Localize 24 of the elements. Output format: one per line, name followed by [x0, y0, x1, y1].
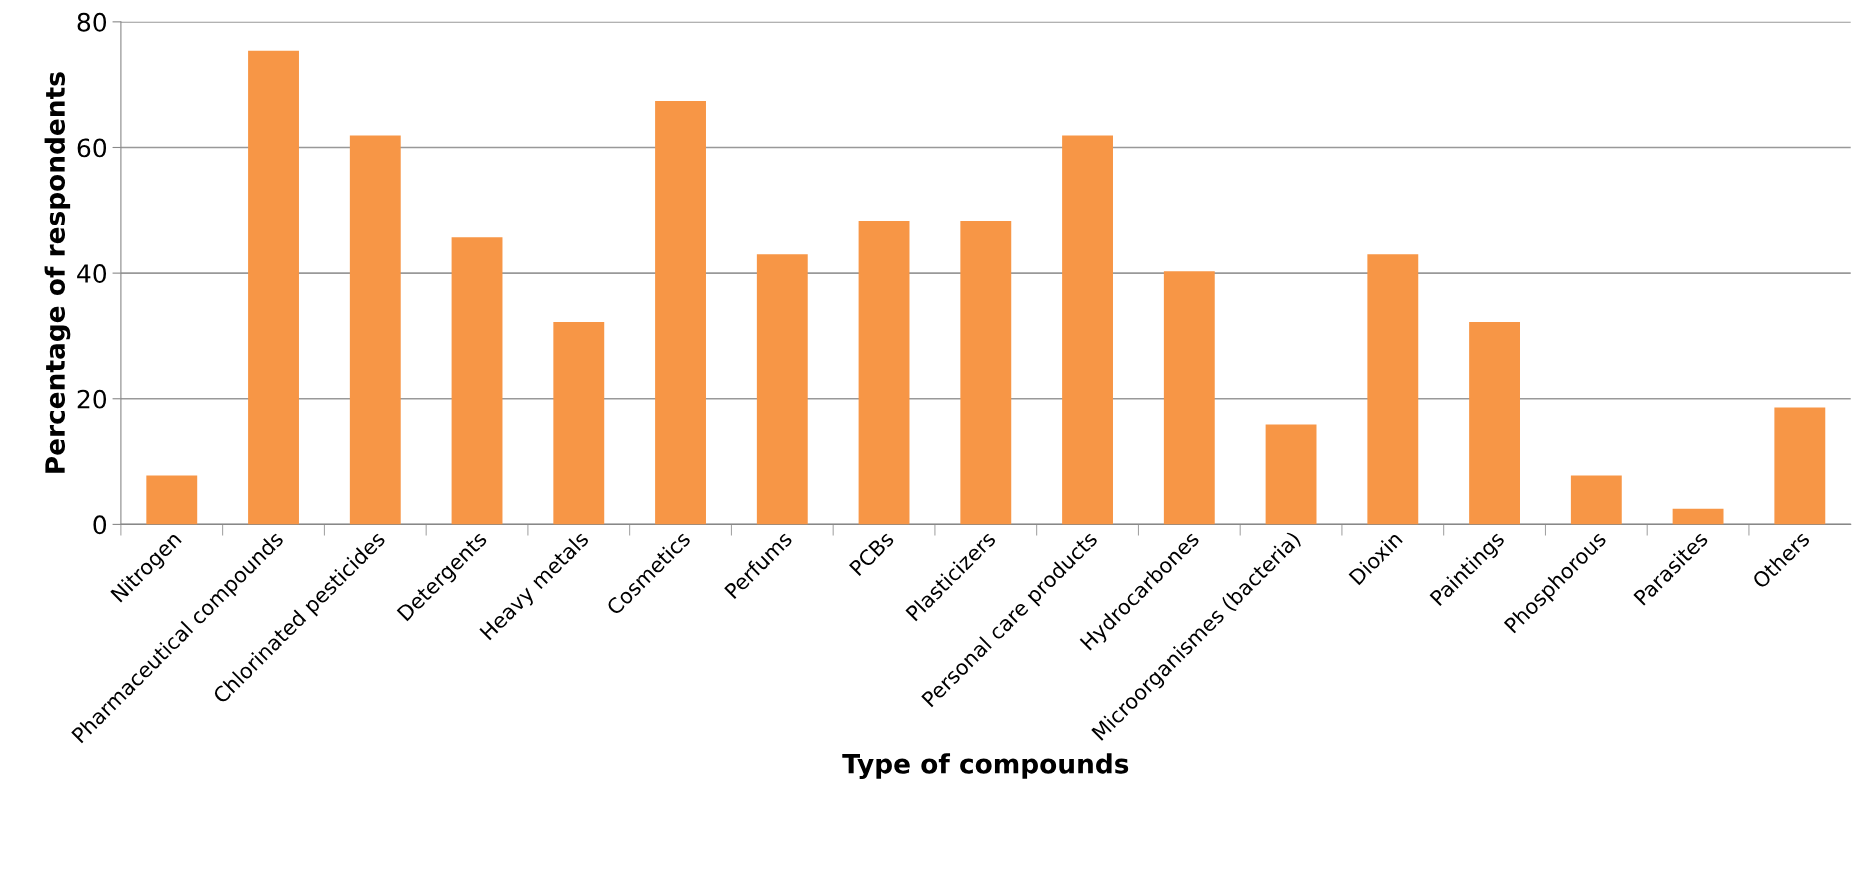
y-tick-label: 0	[93, 515, 107, 535]
bar	[655, 101, 706, 525]
bar	[1062, 135, 1113, 525]
y-tick-label: 40	[77, 264, 107, 283]
y-axis-title: Percentage of respondents	[44, 72, 71, 473]
bar	[960, 220, 1012, 525]
bar	[451, 237, 503, 525]
bar	[1774, 407, 1826, 525]
y-tick-label: 20	[77, 389, 107, 409]
bar	[858, 220, 910, 525]
bar	[756, 254, 808, 525]
bar	[1469, 322, 1520, 525]
bar	[146, 475, 198, 525]
bar	[248, 50, 299, 525]
bar	[349, 135, 401, 525]
bar	[1672, 508, 1724, 525]
bar	[1265, 424, 1317, 525]
bar	[1570, 475, 1622, 525]
y-tick-label: 60	[77, 138, 107, 158]
bar	[553, 322, 605, 525]
x-axis-title: Type of compounds	[842, 753, 1129, 780]
bar	[1163, 271, 1215, 525]
y-tick-label: 80	[77, 12, 107, 32]
bar	[1367, 254, 1419, 525]
